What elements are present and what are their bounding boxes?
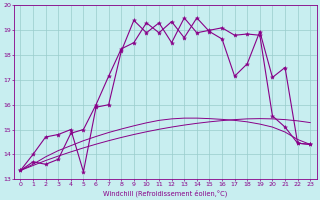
X-axis label: Windchill (Refroidissement éolien,°C): Windchill (Refroidissement éolien,°C) <box>103 189 228 197</box>
